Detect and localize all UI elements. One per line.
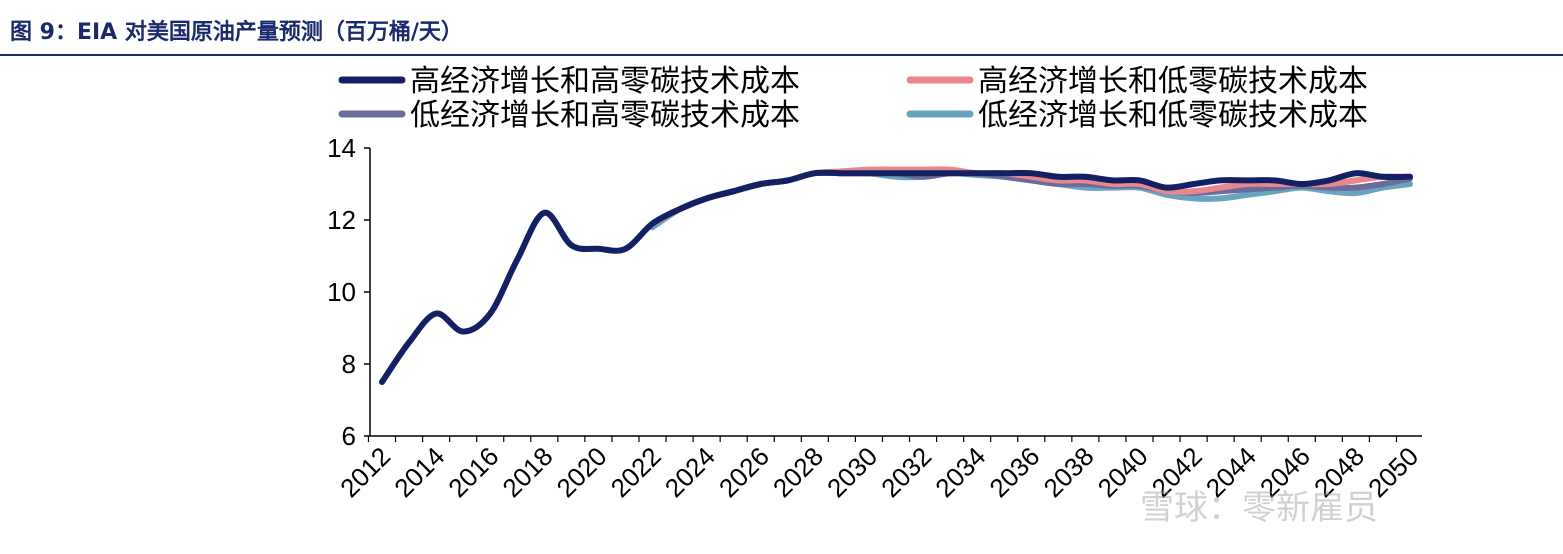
x-tick-label: 2034 xyxy=(929,441,991,503)
figure-title: 图 9：EIA 对美国原油产量预测（百万桶/天） xyxy=(10,20,463,45)
legend-label: 低经济增长和高零碳技术成本 xyxy=(410,98,800,133)
x-tick-label: 2020 xyxy=(551,441,613,503)
x-tick-label: 2030 xyxy=(821,441,883,503)
series-line-2 xyxy=(649,166,1413,227)
legend-label: 高经济增长和高零碳技术成本 xyxy=(410,64,800,99)
y-tick-label: 14 xyxy=(327,133,356,163)
x-tick-label: 2014 xyxy=(388,441,450,503)
legend-label: 高经济增长和低零碳技术成本 xyxy=(978,64,1368,99)
legend-label: 低经济增长和低零碳技术成本 xyxy=(978,98,1368,133)
watermark-text: 雪球：零新雇员 xyxy=(1140,488,1378,528)
y-tick-label: 8 xyxy=(342,349,356,379)
x-tick-label: 2036 xyxy=(983,441,1045,503)
x-tick-label: 2032 xyxy=(875,441,937,503)
x-tick-label: 2022 xyxy=(605,441,667,503)
series-line-1 xyxy=(379,169,1413,385)
title-divider xyxy=(0,54,1563,56)
x-tick-label: 2028 xyxy=(767,441,829,503)
x-tick-label: 2038 xyxy=(1037,441,1099,503)
x-tick-label: 2016 xyxy=(442,441,504,503)
y-tick-label: 10 xyxy=(327,277,356,307)
x-tick-label: 2026 xyxy=(713,441,775,503)
chart-series xyxy=(379,166,1413,385)
y-tick-label: 12 xyxy=(327,205,356,235)
x-tick-label: 2018 xyxy=(496,441,558,503)
x-tick-label: 2024 xyxy=(659,441,721,503)
y-tick-label: 6 xyxy=(342,421,356,451)
